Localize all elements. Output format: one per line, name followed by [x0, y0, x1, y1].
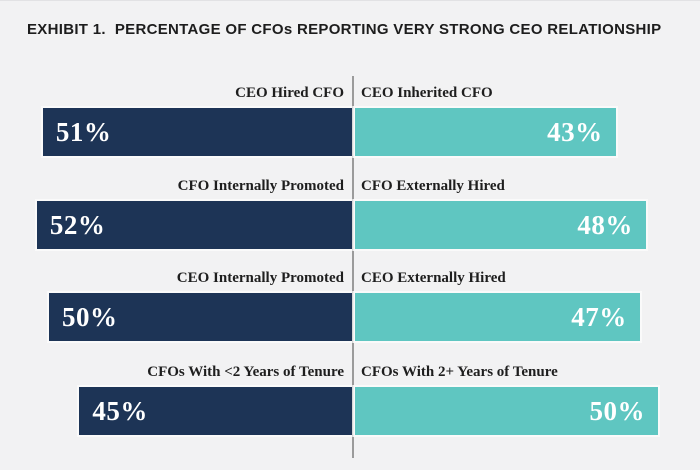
bar-value-label: 47% — [571, 302, 627, 332]
left-bar: 51% — [42, 108, 352, 156]
category-label-right: CFOs With 2+ Years of Tenure — [361, 364, 558, 380]
bar-value-label: 50% — [62, 302, 118, 332]
exhibit-title: EXHIBIT 1. PERCENTAGE OF CFOs REPORTING V… — [27, 21, 661, 38]
left-bar: 50% — [49, 293, 352, 341]
chart-row: CEO Internally Promoted CEO Externally H… — [0, 270, 700, 341]
category-label-left: CEO Internally Promoted — [176, 270, 344, 286]
bar-value-label: 48% — [577, 210, 633, 240]
category-label-left: CEO Hired CFO — [235, 85, 344, 101]
bar-value-label: 50% — [589, 396, 645, 426]
right-bar: 47% — [355, 293, 640, 341]
bar-value-label: 52% — [49, 210, 106, 240]
category-label-right: CEO Externally Hired — [361, 270, 506, 286]
category-label-right: CFO Externally Hired — [361, 178, 505, 194]
chart-row: CFOs With <2 Years of Tenure CFOs With 2… — [0, 364, 700, 435]
left-bar: 52% — [36, 201, 352, 249]
bar-value-label: 45% — [92, 396, 148, 426]
chart-row: CEO Hired CFO CEO Inherited CFO 51% 43% — [0, 85, 700, 156]
category-label-right: CEO Inherited CFO — [361, 85, 493, 101]
category-label-left: CFOs With <2 Years of Tenure — [147, 364, 344, 380]
right-bar: 43% — [355, 108, 616, 156]
category-label-left: CFO Internally Promoted — [177, 178, 344, 194]
right-bar: 48% — [355, 201, 646, 249]
left-bar: 45% — [79, 387, 352, 435]
bar-value-label: 51% — [55, 117, 112, 147]
center-divider-line — [352, 76, 354, 458]
exhibit-number: EXHIBIT 1. — [27, 21, 106, 38]
title-text: PERCENTAGE OF CFOs REPORTING VERY STRONG… — [114, 21, 662, 38]
right-bar: 50% — [355, 387, 658, 435]
bar-value-label: 43% — [547, 117, 603, 147]
chart-row: CFO Internally Promoted CFO Externally H… — [0, 178, 700, 249]
